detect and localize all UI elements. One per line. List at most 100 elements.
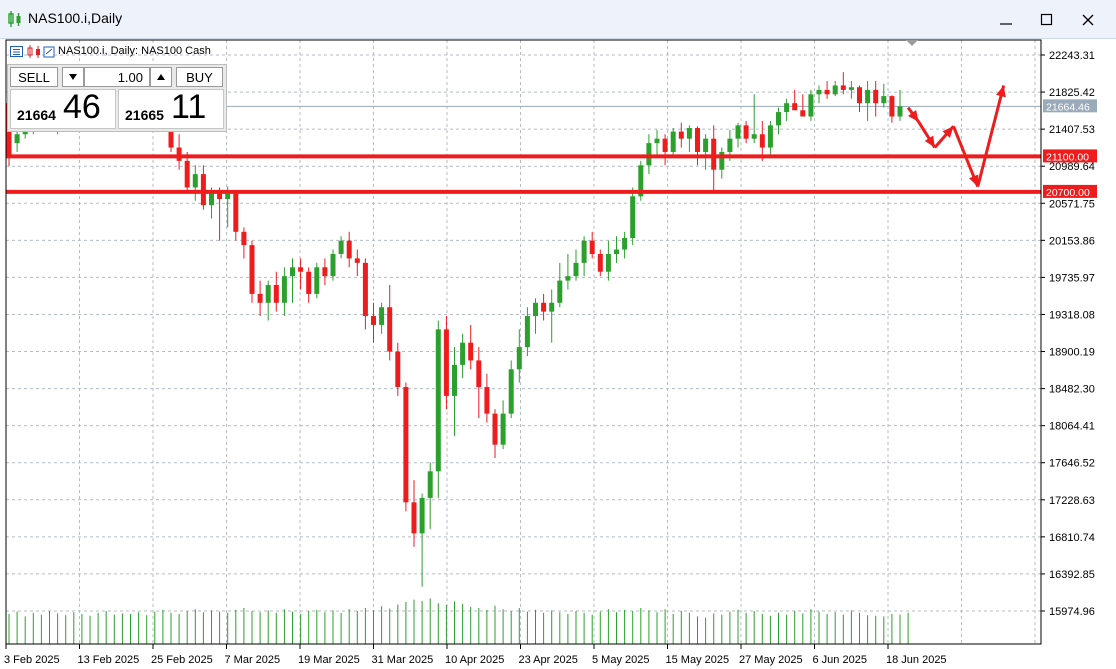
candle-body: [800, 110, 806, 117]
candle-body: [581, 240, 587, 263]
candle-body: [322, 267, 328, 277]
x-tick-label: 19 Mar 2025: [298, 654, 360, 666]
candle: [840, 72, 846, 95]
lot-decrease-button[interactable]: [62, 67, 84, 87]
candle-body: [225, 193, 231, 199]
candle-body: [605, 253, 611, 272]
candle: [298, 258, 304, 290]
candle: [686, 125, 692, 152]
candle: [452, 347, 457, 436]
candle-body: [541, 302, 547, 312]
close-button[interactable]: [1068, 6, 1108, 34]
candle-body: [298, 267, 304, 272]
candle: [273, 271, 279, 312]
candle: [573, 249, 579, 281]
y-tick-label: 17646.52: [1049, 458, 1095, 470]
chart-shift-marker[interactable]: [906, 40, 918, 46]
candle: [516, 329, 522, 383]
candle: [703, 134, 709, 170]
candle-body: [168, 128, 174, 148]
x-tick-label: 10 Apr 2025: [445, 654, 504, 666]
candle: [881, 83, 887, 108]
candle-body: [857, 87, 862, 104]
candle-body: [184, 160, 190, 188]
lot-increase-button[interactable]: [150, 67, 172, 87]
candle: [816, 85, 822, 104]
lot-size-input[interactable]: 1.00: [84, 67, 150, 87]
maximize-button[interactable]: [1027, 6, 1067, 34]
candle: [889, 95, 895, 123]
sell-button[interactable]: SELL: [10, 67, 58, 87]
candle: [622, 231, 628, 259]
candle-body: [411, 502, 417, 534]
y-tick-label: 21407.53: [1049, 124, 1095, 136]
candle: [614, 236, 619, 263]
triangle-up-icon: [157, 74, 165, 80]
candle-body: [873, 89, 879, 104]
ask-price-box[interactable]: 21665 11: [118, 88, 224, 129]
bid-price-large: 46: [63, 88, 101, 126]
candle: [759, 120, 765, 161]
bid-price-box[interactable]: 21664 46: [10, 88, 116, 129]
candle: [605, 240, 611, 281]
projection-arrows: [906, 85, 1006, 188]
x-tick-label: 7 Mar 2025: [225, 654, 281, 666]
window-titlebar: NAS100.i,Daily: [0, 0, 1116, 39]
candle: [508, 360, 514, 419]
candle-body: [379, 307, 385, 325]
candle-body: [22, 129, 28, 135]
candle-body: [654, 138, 660, 144]
candle: [662, 134, 668, 166]
candle: [533, 298, 538, 334]
projection-arrow: [906, 106, 920, 123]
arrow-shaft: [976, 85, 1006, 187]
candle-body: [241, 231, 247, 246]
candle-body: [395, 351, 401, 388]
minimize-icon: [1000, 23, 1012, 25]
x-tick-label: 23 Apr 2025: [519, 654, 578, 666]
candle: [306, 267, 312, 303]
candle: [314, 262, 320, 299]
candle-body: [500, 413, 506, 445]
candle: [865, 81, 871, 121]
candle-body: [638, 165, 644, 197]
minimize-button[interactable]: [986, 6, 1026, 34]
candle-body: [492, 413, 498, 445]
candle-body: [192, 174, 198, 188]
candle: [638, 160, 644, 201]
candle-body: [346, 240, 352, 259]
candle-body: [549, 302, 555, 312]
candle-body: [176, 147, 182, 161]
candle-body: [792, 103, 798, 111]
candle-body: [354, 258, 360, 263]
candle: [857, 85, 862, 113]
y-tick-label: 17228.63: [1049, 495, 1095, 507]
candle: [265, 280, 271, 321]
candle: [395, 342, 401, 396]
candle-body: [711, 138, 717, 170]
buy-button[interactable]: BUY: [176, 67, 223, 87]
y-tick-label: 15974.96: [1049, 606, 1095, 618]
candle-body: [889, 96, 895, 117]
candle-body: [881, 96, 887, 104]
candle: [403, 382, 409, 512]
price-chart[interactable]: 21100.00 20700.00 22243.31 21825.42 21407.5…: [0, 38, 1116, 669]
projection-arrow: [917, 121, 937, 149]
candle: [184, 151, 190, 192]
y-tick-label: 19318.08: [1049, 309, 1095, 321]
y-tick-label: 18482.30: [1049, 384, 1095, 396]
candle: [460, 333, 466, 379]
candles: [6, 72, 903, 587]
chart-frame: [5, 39, 1042, 645]
candle: [832, 81, 838, 97]
candle-body: [468, 342, 474, 361]
candle: [670, 128, 676, 157]
candle-body: [403, 387, 409, 503]
candle-body: [565, 276, 571, 281]
candle-body: [217, 191, 223, 199]
y-tick-label: 20153.86: [1049, 235, 1095, 247]
candle-body: [290, 267, 295, 277]
candle: [411, 480, 417, 547]
candle-body: [508, 369, 514, 414]
x-tick-label: 3 Feb 2025: [4, 654, 60, 666]
